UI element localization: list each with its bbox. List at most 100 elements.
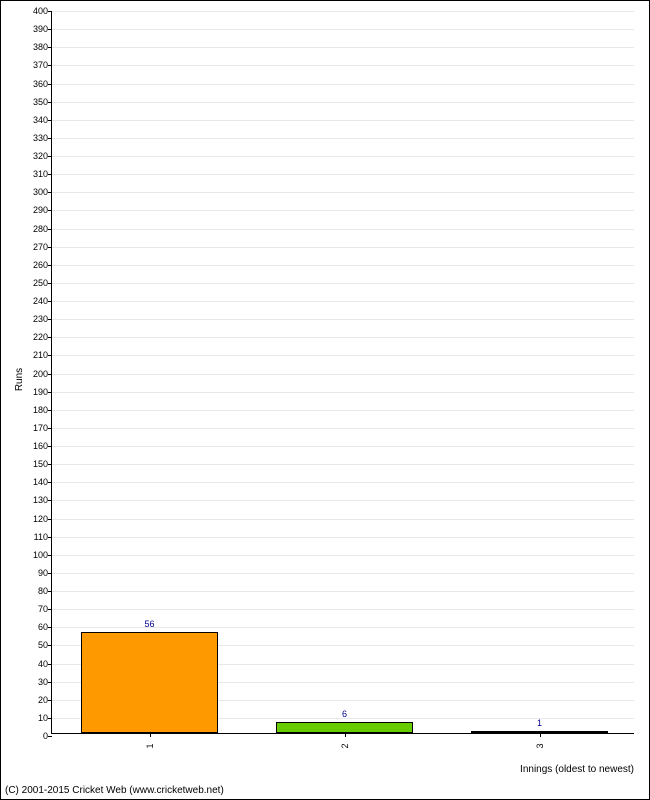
- gridline: [52, 374, 634, 375]
- y-tick-mark: [48, 664, 52, 665]
- y-tick-label: 10: [38, 713, 48, 723]
- plot-area: 0102030405060708090100110120130140150160…: [51, 11, 634, 734]
- y-tick-mark: [48, 537, 52, 538]
- gridline: [52, 192, 634, 193]
- y-tick-label: 350: [33, 97, 48, 107]
- bar: [81, 632, 218, 734]
- y-tick-mark: [48, 627, 52, 628]
- gridline: [52, 428, 634, 429]
- x-tick-label: 3: [535, 743, 545, 748]
- y-tick-mark: [48, 138, 52, 139]
- y-tick-mark: [48, 229, 52, 230]
- gridline: [52, 120, 634, 121]
- y-tick-label: 230: [33, 314, 48, 324]
- y-tick-mark: [48, 464, 52, 465]
- y-tick-label: 370: [33, 60, 48, 70]
- y-tick-mark: [48, 301, 52, 302]
- y-tick-mark: [48, 265, 52, 266]
- y-tick-label: 360: [33, 79, 48, 89]
- y-tick-label: 260: [33, 260, 48, 270]
- gridline: [52, 392, 634, 393]
- y-tick-label: 270: [33, 242, 48, 252]
- y-tick-mark: [48, 337, 52, 338]
- gridline: [52, 627, 634, 628]
- y-tick-mark: [48, 247, 52, 248]
- y-tick-label: 200: [33, 369, 48, 379]
- gridline: [52, 337, 634, 338]
- y-tick-label: 30: [38, 677, 48, 687]
- y-tick-mark: [48, 156, 52, 157]
- y-tick-label: 380: [33, 42, 48, 52]
- y-tick-label: 130: [33, 495, 48, 505]
- gridline: [52, 609, 634, 610]
- gridline: [52, 174, 634, 175]
- y-tick-mark: [48, 120, 52, 121]
- y-tick-label: 220: [33, 332, 48, 342]
- bar-value-label: 6: [342, 709, 347, 719]
- y-tick-mark: [48, 645, 52, 646]
- x-tick-mark: [150, 733, 151, 737]
- y-tick-label: 280: [33, 224, 48, 234]
- y-tick-mark: [48, 573, 52, 574]
- y-tick-mark: [48, 174, 52, 175]
- y-tick-label: 160: [33, 441, 48, 451]
- y-tick-label: 110: [34, 532, 48, 542]
- y-tick-label: 330: [33, 133, 48, 143]
- gridline: [52, 102, 634, 103]
- y-tick-mark: [48, 65, 52, 66]
- gridline: [52, 265, 634, 266]
- y-tick-label: 90: [38, 568, 48, 578]
- y-tick-mark: [48, 591, 52, 592]
- y-tick-label: 210: [33, 350, 48, 360]
- y-tick-mark: [48, 609, 52, 610]
- y-tick-label: 100: [33, 550, 48, 560]
- y-tick-mark: [48, 102, 52, 103]
- gridline: [52, 573, 634, 574]
- gridline: [52, 446, 634, 447]
- gridline: [52, 410, 634, 411]
- y-tick-label: 80: [38, 586, 48, 596]
- y-tick-label: 150: [33, 459, 48, 469]
- gridline: [52, 210, 634, 211]
- gridline: [52, 156, 634, 157]
- chart-container: 0102030405060708090100110120130140150160…: [0, 0, 650, 800]
- y-tick-label: 390: [33, 24, 48, 34]
- gridline: [52, 84, 634, 85]
- y-tick-mark: [48, 374, 52, 375]
- y-tick-mark: [48, 718, 52, 719]
- gridline: [52, 519, 634, 520]
- y-tick-label: 140: [33, 477, 48, 487]
- y-tick-mark: [48, 500, 52, 501]
- gridline: [52, 482, 634, 483]
- gridline: [52, 464, 634, 465]
- y-tick-label: 400: [33, 6, 48, 16]
- y-tick-mark: [48, 700, 52, 701]
- gridline: [52, 65, 634, 66]
- gridline: [52, 11, 634, 12]
- copyright-text: (C) 2001-2015 Cricket Web (www.cricketwe…: [5, 785, 224, 796]
- bar-value-label: 1: [537, 718, 542, 728]
- y-tick-mark: [48, 47, 52, 48]
- gridline: [52, 229, 634, 230]
- x-tick-mark: [540, 733, 541, 737]
- gridline: [52, 47, 634, 48]
- y-tick-mark: [48, 682, 52, 683]
- y-tick-label: 60: [38, 622, 48, 632]
- y-tick-label: 290: [33, 205, 48, 215]
- y-tick-mark: [48, 482, 52, 483]
- y-tick-label: 40: [38, 659, 48, 669]
- gridline: [52, 138, 634, 139]
- y-tick-mark: [48, 84, 52, 85]
- y-axis-label: Runs: [14, 367, 25, 390]
- y-tick-label: 310: [33, 169, 48, 179]
- bar: [276, 722, 413, 733]
- gridline: [52, 301, 634, 302]
- y-tick-label: 190: [33, 387, 48, 397]
- y-tick-label: 20: [38, 695, 48, 705]
- y-tick-mark: [48, 555, 52, 556]
- y-tick-mark: [48, 29, 52, 30]
- x-axis-label: Innings (oldest to newest): [520, 764, 634, 775]
- y-tick-label: 0: [43, 731, 48, 741]
- y-tick-mark: [48, 428, 52, 429]
- y-tick-label: 300: [33, 187, 48, 197]
